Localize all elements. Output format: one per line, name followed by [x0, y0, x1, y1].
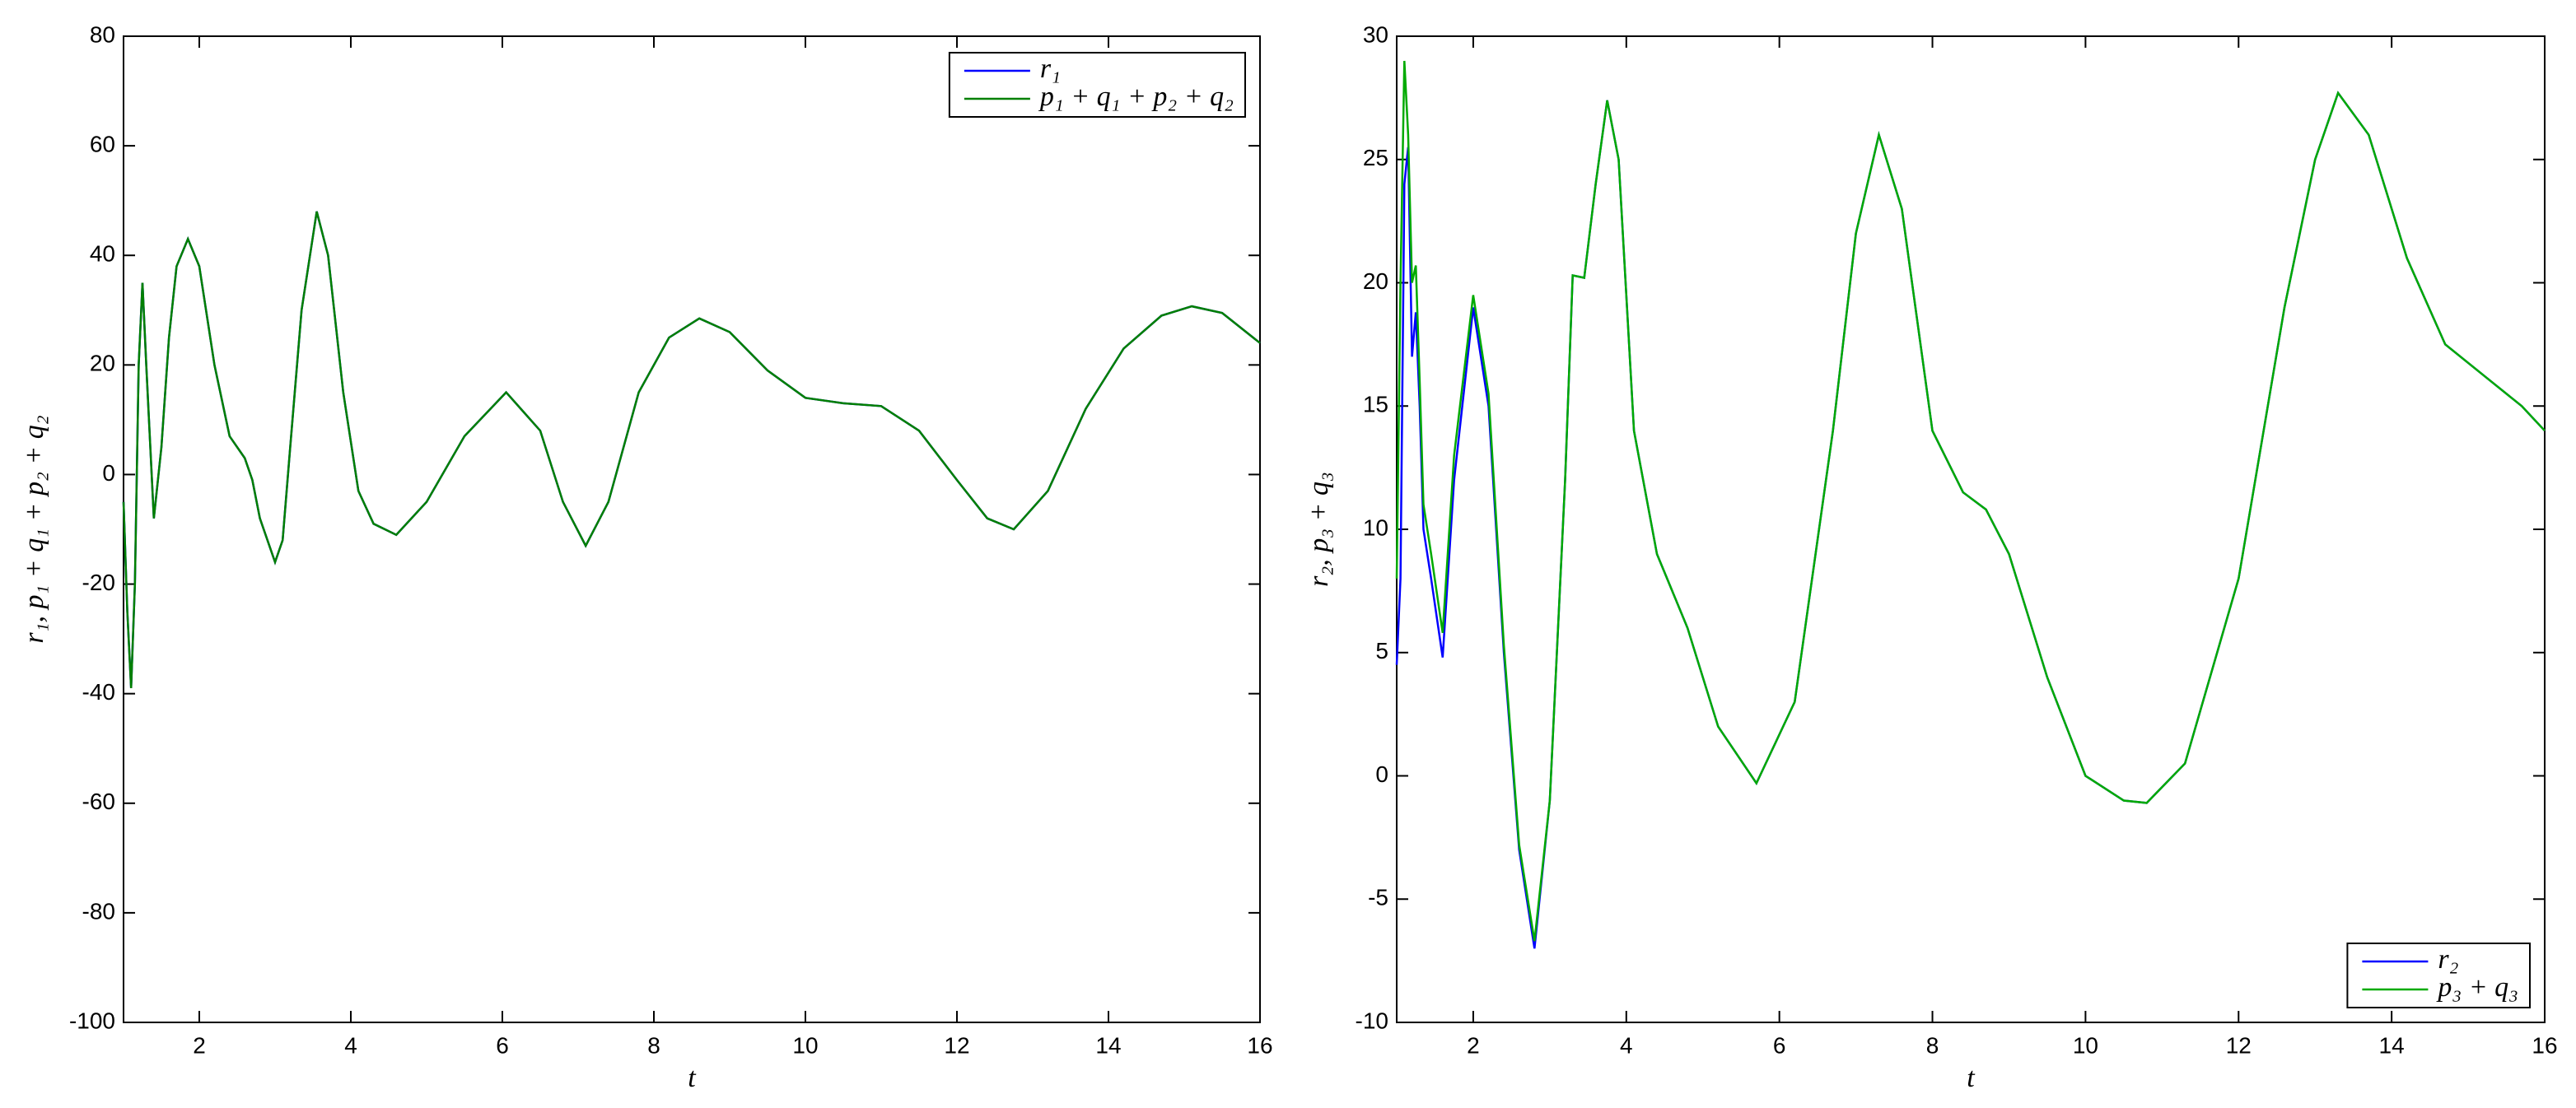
y-tick-label: 20: [1363, 268, 1388, 294]
x-axis-label: t: [688, 1063, 697, 1093]
y-tick-label: 80: [90, 21, 115, 47]
y-tick-label: 30: [1363, 21, 1388, 47]
plot-area: [123, 35, 1261, 1023]
series-line: [1395, 60, 2546, 942]
y-tick-label: -5: [1368, 885, 1388, 910]
y-axis-label: r₂, p₃ + q₃: [1304, 472, 1334, 587]
y-axis-label: r₁, p₁ + q₁ + p₂ + q₂: [19, 415, 49, 643]
x-tick-label: 2: [193, 1032, 206, 1058]
y-tick-label: -60: [82, 789, 115, 814]
y-tick-label: 0: [1375, 761, 1388, 787]
y-tick-label: 0: [102, 460, 115, 486]
chart: 2 4 6 8 10 12 14 16 -100 -80 -60 -40 -20 0 20 40 60 80 t r₁…: [19, 21, 1273, 1092]
x-tick-label: 8: [1926, 1032, 1939, 1058]
x-tick-label: 10: [792, 1032, 818, 1058]
y-tick-label: -20: [82, 570, 115, 595]
y-tick-label: -40: [82, 679, 115, 705]
legend-label: p₃ + q₃: [2436, 972, 2518, 1003]
legend-label: r₂: [2438, 944, 2458, 975]
x-tick-label: 14: [1095, 1032, 1121, 1058]
x-tick-label: 6: [496, 1032, 509, 1058]
y-tick-label: 60: [90, 132, 115, 157]
x-tick-label: 12: [944, 1032, 969, 1058]
series-line: [122, 211, 1261, 689]
y-tick-label: 20: [90, 351, 115, 376]
y-tick-label: -80: [82, 898, 115, 924]
y-tick-label: 40: [90, 241, 115, 267]
x-tick-label: 10: [2073, 1032, 2098, 1058]
y-tick-label: 10: [1363, 514, 1388, 540]
legend-box: [2346, 943, 2531, 1008]
y-tick-label: 15: [1363, 392, 1388, 417]
x-tick-label: 4: [344, 1032, 357, 1058]
x-tick-label: 16: [2532, 1032, 2557, 1058]
x-tick-label: 2: [1467, 1032, 1480, 1058]
x-tick-label: 6: [1773, 1032, 1786, 1058]
plot-area: [1396, 35, 2546, 1023]
x-axis-label: t: [1967, 1063, 1976, 1093]
legend-box: [948, 52, 1246, 118]
legend-label: p₁ + q₁ + p₂ + q₂: [1038, 81, 1234, 112]
chart: 2 4 6 8 10 12 14 16 -10 -5 0 5 10 15 20 25 30 t r₂, p₃ + q…: [1304, 21, 2558, 1092]
x-tick-label: 16: [1247, 1032, 1272, 1058]
y-tick-label: 5: [1375, 638, 1388, 663]
x-tick-label: 14: [2379, 1032, 2405, 1058]
y-tick-label: -100: [69, 1008, 115, 1033]
x-tick-label: 4: [1620, 1032, 1633, 1058]
y-tick-label: 25: [1363, 145, 1388, 170]
x-tick-label: 12: [2226, 1032, 2252, 1058]
y-tick-label: -10: [1356, 1008, 1388, 1033]
legend-label: r₁: [1040, 54, 1061, 84]
x-tick-label: 8: [647, 1032, 660, 1058]
